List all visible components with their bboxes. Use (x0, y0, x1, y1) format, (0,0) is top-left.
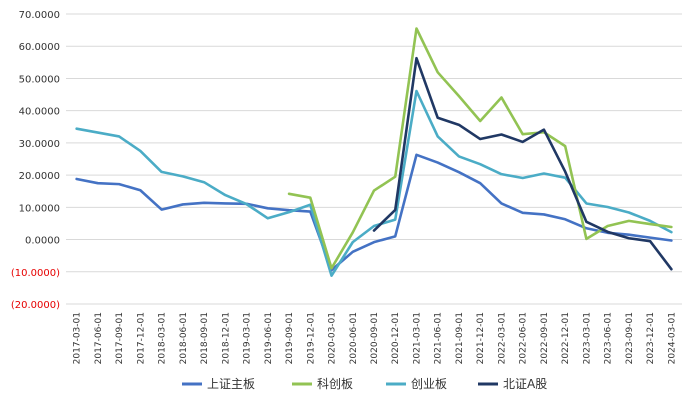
series-line-2 (75, 89, 673, 277)
x-tick-label: 2021-12-01 (476, 312, 486, 364)
series-lines (75, 27, 673, 277)
y-tick-label: 70.0000 (19, 10, 60, 21)
x-tick-label: 2017-06-01 (94, 312, 104, 364)
y-tick-label: 20.0000 (19, 171, 60, 182)
y-tick-label: (20.0000) (11, 300, 60, 311)
x-tick-label: 2018-06-01 (179, 312, 189, 364)
x-tick-label: 2023-06-01 (604, 312, 614, 364)
x-tick-label: 2017-03-01 (73, 312, 83, 364)
x-tick-label: 2017-09-01 (115, 312, 125, 364)
x-tick-label: 2017-12-01 (136, 312, 146, 364)
legend: 上证主板 科创板 创业板 北证A股 (182, 377, 547, 391)
y-tick-label: 30.0000 (19, 139, 60, 150)
x-tick-label: 2022-09-01 (540, 312, 550, 364)
x-tick-label: 2020-06-01 (349, 312, 359, 364)
y-tick-label: 50.0000 (19, 74, 60, 85)
x-tick-label: 2019-06-01 (264, 312, 274, 364)
x-tick-label: 2022-12-01 (561, 312, 571, 364)
x-tick-label: 2020-09-01 (370, 312, 380, 364)
gridlines (66, 13, 682, 305)
x-tick-label: 2023-12-01 (646, 312, 656, 364)
series-line-0 (75, 153, 673, 272)
legend-label: 创业板 (411, 377, 447, 391)
legend-label: 上证主板 (207, 377, 255, 391)
x-tick-label: 2023-09-01 (625, 312, 635, 364)
x-tick-label: 2018-03-01 (158, 312, 168, 364)
x-tick-label: 2018-12-01 (221, 312, 231, 364)
x-tick-label: 2024-03-01 (667, 312, 677, 364)
x-tick-label: 2018-09-01 (200, 312, 210, 364)
x-tick-label: 2020-12-01 (391, 312, 401, 364)
y-tick-label: (10.0000) (11, 268, 60, 279)
series-line-3 (372, 56, 673, 271)
y-axis-labels: 70.0000 60.0000 50.0000 40.0000 30.0000 20.00… (11, 10, 60, 311)
y-tick-label: 60.0000 (19, 42, 60, 53)
x-tick-label: 2021-09-01 (455, 312, 465, 364)
series-line-1 (287, 27, 673, 270)
x-tick-label: 2022-06-01 (519, 312, 529, 364)
x-axis-labels: 2017-03-01 2017-06-01 2017-09-01 2017-12-01… (73, 312, 678, 364)
x-tick-label: 2023-03-01 (582, 312, 592, 364)
x-tick-label: 2019-12-01 (306, 312, 316, 364)
x-tick-label: 2019-09-01 (285, 312, 295, 364)
y-tick-label: 0.0000 (25, 236, 60, 247)
x-tick-label: 2019-03-01 (243, 312, 253, 364)
x-tick-label: 2021-06-01 (434, 312, 444, 364)
x-tick-label: 2021-03-01 (412, 312, 422, 364)
legend-label: 北证A股 (503, 377, 547, 391)
x-tick-label: 2022-03-01 (497, 312, 507, 364)
legend-label: 科创板 (317, 377, 353, 391)
x-tick-label: 2020-03-01 (328, 312, 338, 364)
y-tick-label: 10.0000 (19, 203, 60, 214)
y-tick-label: 40.0000 (19, 107, 60, 118)
